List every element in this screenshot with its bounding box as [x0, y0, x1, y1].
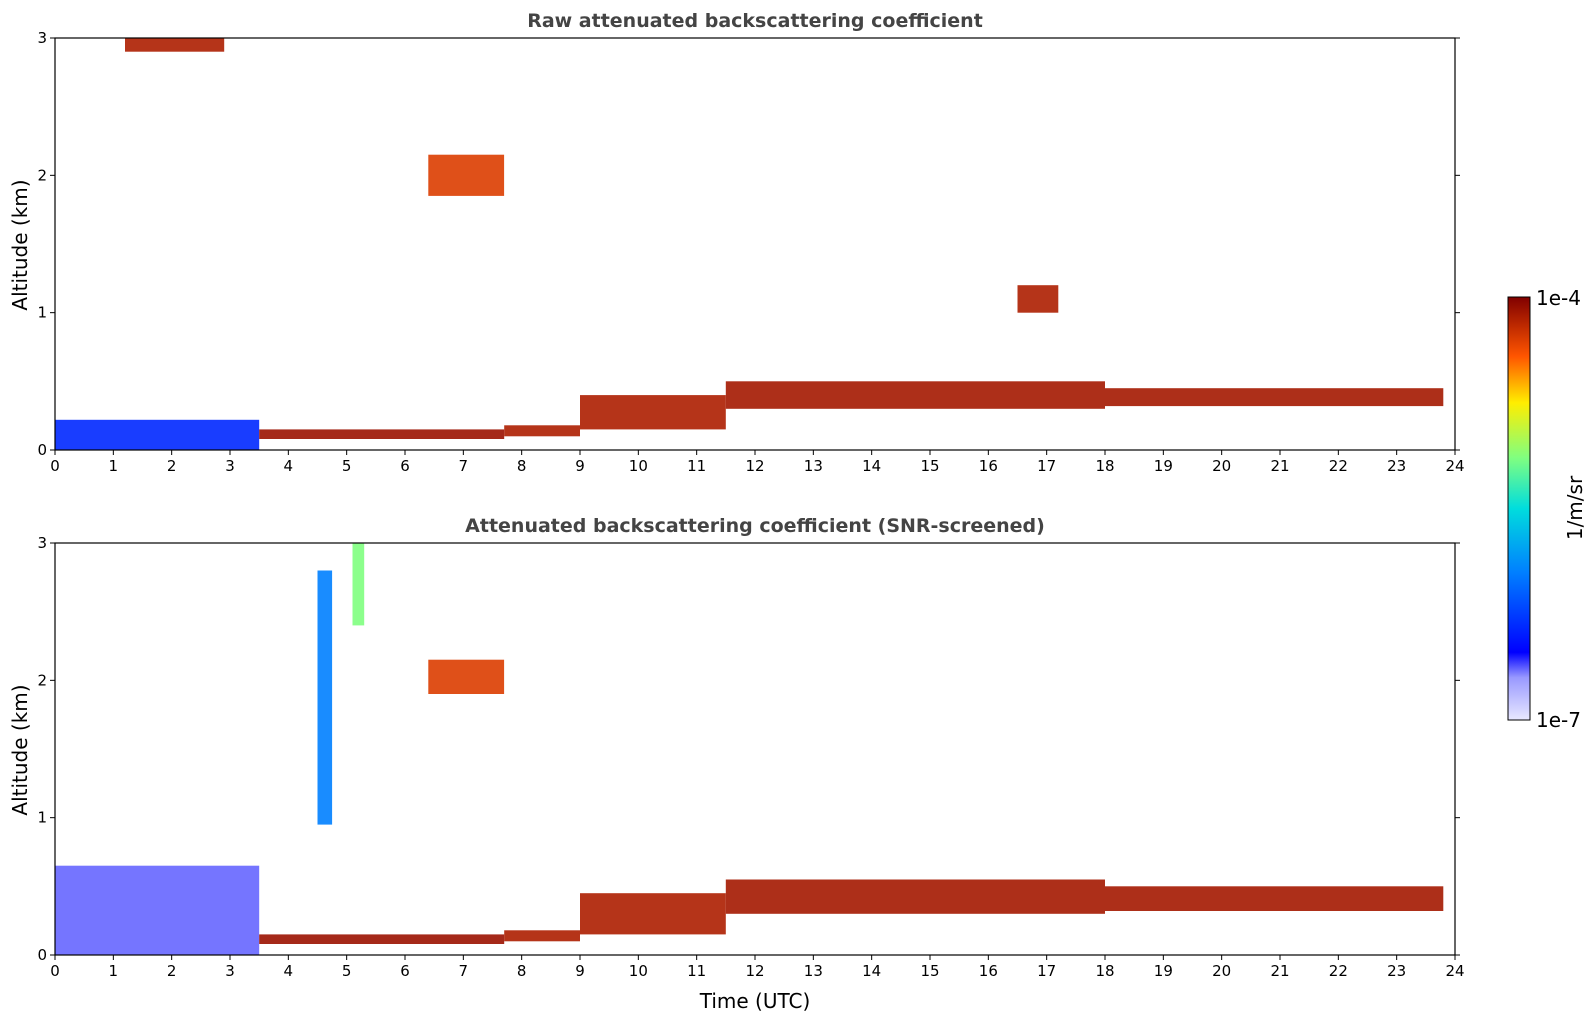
backscatter-layer: [259, 429, 505, 439]
x-tick-label: 19: [1154, 962, 1173, 980]
x-tick-label: 3: [225, 457, 235, 475]
backscatter-layer: [725, 879, 1105, 914]
x-tick-label: 1: [109, 457, 119, 475]
x-tick-label: 20: [1212, 962, 1231, 980]
x-tick-label: 6: [400, 457, 410, 475]
backscatter-layer: [428, 154, 505, 196]
x-tick-label: 12: [745, 962, 764, 980]
x-tick-label: 5: [342, 962, 352, 980]
backscatter-layer: [1105, 886, 1444, 911]
backscatter-layer: [317, 570, 333, 825]
backscatter-layer: [428, 659, 505, 694]
y-tick-label: 3: [37, 29, 47, 47]
x-tick-label: 11: [687, 962, 706, 980]
y-tick-label: 3: [37, 534, 47, 552]
x-tick-label: 24: [1445, 457, 1464, 475]
heatmap-raw: [55, 38, 1444, 450]
x-tick-label: 1: [109, 962, 119, 980]
x-tick-label: 9: [575, 457, 585, 475]
chart-title-snr: Attenuated backscattering coefficient (S…: [465, 515, 1045, 537]
x-tick-label: 19: [1154, 457, 1173, 475]
x-tick-label: 17: [1037, 457, 1056, 475]
x-tick-label: 16: [979, 457, 998, 475]
axes-snr: 0 1 2 3 4 5 6 7 8 9 10 11 12 13 14 15 16 17 18 19 20 21 22 23 24…: [37, 534, 1464, 980]
x-tick-label: 15: [920, 962, 939, 980]
backscatter-layer: [125, 38, 225, 52]
x-tick-label: 11: [687, 457, 706, 475]
x-tick-label: 10: [629, 962, 648, 980]
x-tick-label: 23: [1387, 457, 1406, 475]
x-tick-label: 21: [1270, 457, 1289, 475]
x-tick-label: 14: [862, 962, 881, 980]
backscatter-layer: [1017, 285, 1059, 313]
x-tick-label: 17: [1037, 962, 1056, 980]
x-tick-label: 8: [517, 962, 527, 980]
axes-raw: 0 1 2 3 4 5 6 7 8 9 10 11 12 13 14 15 16 17 18 19 20 21 22 23 24…: [37, 29, 1464, 475]
x-tick-label: 18: [1095, 457, 1114, 475]
x-tick-label: 12: [745, 457, 764, 475]
backscatter-layer: [504, 425, 580, 437]
x-tick-label: 22: [1329, 457, 1348, 475]
backscatter-layer: [725, 381, 1105, 409]
x-tick-label: 15: [920, 457, 939, 475]
backscatter-layer: [55, 419, 260, 450]
x-tick-label: 22: [1329, 962, 1348, 980]
x-tick-label: 9: [575, 962, 585, 980]
x-tick-label: 3: [225, 962, 235, 980]
backscatter-layer: [259, 934, 505, 944]
colorbar-min-label: 1e-7: [1536, 708, 1581, 732]
backscatter-layer: [1105, 388, 1444, 407]
x-tick-label: 13: [804, 457, 823, 475]
colorbar-max-label: 1e-4: [1536, 286, 1581, 310]
y-axis-label-raw: Altitude (km): [8, 179, 32, 310]
y-tick-label: 0: [37, 441, 47, 459]
x-tick-label: 7: [459, 962, 469, 980]
x-tick-label: 24: [1445, 962, 1464, 980]
x-tick-label: 14: [862, 457, 881, 475]
y-tick-label: 2: [37, 671, 47, 689]
y-tick-label: 1: [37, 304, 47, 322]
x-axis-label: Time (UTC): [699, 989, 811, 1013]
y-axis-label-snr: Altitude (km): [8, 684, 32, 815]
x-tick-label: 0: [50, 457, 60, 475]
colorbar: 1e-4 1e-7 1/m/sr: [1507, 286, 1587, 732]
colorbar-unit-label: 1/m/sr: [1563, 475, 1587, 540]
x-tick-label: 21: [1270, 962, 1289, 980]
x-tick-label: 2: [167, 457, 177, 475]
y-tick-label: 1: [37, 809, 47, 827]
x-tick-label: 13: [804, 962, 823, 980]
backscatter-layer: [504, 930, 580, 942]
y-tick-label: 0: [37, 946, 47, 964]
backscatter-layer: [580, 893, 726, 935]
y-tick-label: 2: [37, 166, 47, 184]
x-tick-label: 18: [1095, 962, 1114, 980]
x-tick-label: 20: [1212, 457, 1231, 475]
panel-snr-screened: Attenuated backscattering coefficient (S…: [8, 515, 1465, 1013]
x-tick-label: 8: [517, 457, 527, 475]
x-tick-label: 6: [400, 962, 410, 980]
x-tick-label: 10: [629, 457, 648, 475]
x-tick-label: 23: [1387, 962, 1406, 980]
colorbar-gradient: [1507, 296, 1531, 721]
heatmap-snr-screened: [55, 543, 1444, 955]
x-tick-label: 7: [459, 457, 469, 475]
x-tick-label: 4: [284, 457, 294, 475]
panel-raw: Raw attenuated backscattering coefficien…: [8, 10, 1465, 475]
chart-title-raw: Raw attenuated backscattering coefficien…: [527, 10, 983, 32]
backscatter-layer: [580, 395, 726, 430]
backscatter-layer: [352, 543, 365, 626]
x-tick-label: 4: [284, 962, 294, 980]
x-tick-label: 0: [50, 962, 60, 980]
x-tick-label: 16: [979, 962, 998, 980]
x-tick-label: 5: [342, 457, 352, 475]
x-tick-label: 2: [167, 962, 177, 980]
backscatter-layer: [55, 865, 260, 955]
